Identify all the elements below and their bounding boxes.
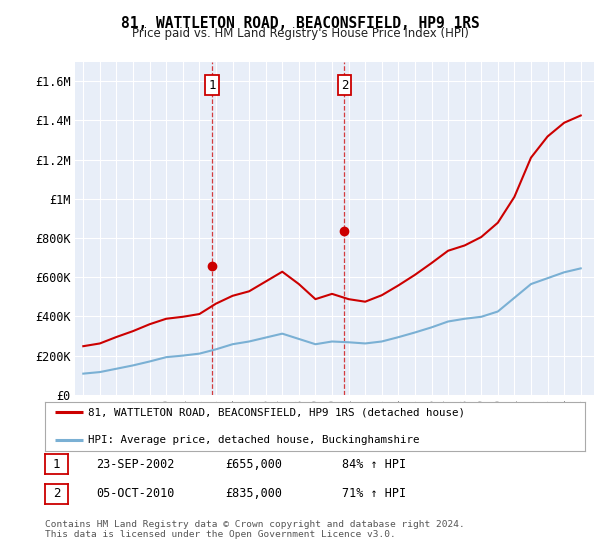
- Text: 1: 1: [53, 458, 60, 471]
- Text: Price paid vs. HM Land Registry's House Price Index (HPI): Price paid vs. HM Land Registry's House …: [131, 27, 469, 40]
- Text: 81, WATTLETON ROAD, BEACONSFIELD, HP9 1RS: 81, WATTLETON ROAD, BEACONSFIELD, HP9 1R…: [121, 16, 479, 31]
- Text: 2: 2: [53, 487, 60, 501]
- Text: 71% ↑ HPI: 71% ↑ HPI: [342, 487, 406, 501]
- Text: 81, WATTLETON ROAD, BEACONSFIELD, HP9 1RS (detached house): 81, WATTLETON ROAD, BEACONSFIELD, HP9 1R…: [88, 407, 465, 417]
- Text: £835,000: £835,000: [225, 487, 282, 501]
- Text: Contains HM Land Registry data © Crown copyright and database right 2024.
This d: Contains HM Land Registry data © Crown c…: [45, 520, 465, 539]
- Text: 05-OCT-2010: 05-OCT-2010: [96, 487, 175, 501]
- Text: £655,000: £655,000: [225, 458, 282, 471]
- Text: 1: 1: [208, 78, 215, 92]
- Text: 23-SEP-2002: 23-SEP-2002: [96, 458, 175, 471]
- Text: 2: 2: [341, 78, 348, 92]
- Text: 84% ↑ HPI: 84% ↑ HPI: [342, 458, 406, 471]
- Text: HPI: Average price, detached house, Buckinghamshire: HPI: Average price, detached house, Buck…: [88, 435, 420, 445]
